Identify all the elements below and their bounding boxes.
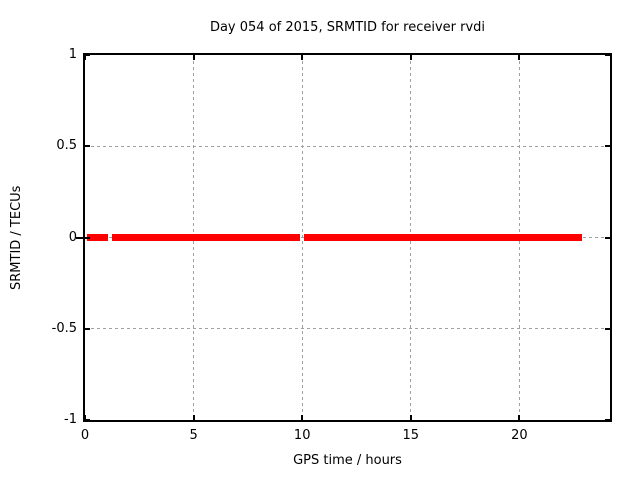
data-segment <box>86 234 109 241</box>
y-gridline <box>85 328 610 330</box>
x-tick <box>518 415 521 420</box>
zero-tick-mark <box>76 236 83 239</box>
data-segment <box>111 234 301 241</box>
y-tick <box>85 54 90 56</box>
y-tick-label: -0.5 <box>51 320 77 336</box>
x-tick <box>409 55 412 60</box>
x-tick-label: 0 <box>80 428 90 443</box>
y-tick <box>85 419 90 421</box>
x-tick <box>301 415 304 420</box>
y-tick <box>85 236 90 239</box>
y-tick <box>605 327 610 330</box>
x-tick <box>192 415 195 420</box>
y-tick <box>85 145 90 148</box>
x-tick <box>192 55 195 60</box>
x-tick <box>84 415 86 420</box>
y-gridline <box>85 145 610 147</box>
x-tick <box>518 55 521 60</box>
x-tick <box>301 55 304 60</box>
data-segment <box>303 234 582 241</box>
y-tick <box>605 54 610 56</box>
y-tick <box>605 145 610 148</box>
y-tick <box>605 419 610 421</box>
y-tick <box>605 236 610 239</box>
y-tick-label: -1 <box>64 412 77 427</box>
x-tick <box>409 415 412 420</box>
x-axis-label: GPS time / hours <box>293 453 402 468</box>
x-tick-label: 10 <box>293 428 311 443</box>
y-tick-label: 0 <box>68 229 77 245</box>
y-tick-label: 0.5 <box>56 138 77 154</box>
x-tick <box>84 55 86 60</box>
chart-title: Day 054 of 2015, SRMTID for receiver rvd… <box>209 20 486 35</box>
plot-area: 0 5 10 15 20 -1 -0.5 0 0.5 1 <box>52 47 612 443</box>
x-tick-label: 15 <box>402 428 420 443</box>
y-tick <box>85 327 90 330</box>
y-tick-label: 1 <box>68 47 77 62</box>
x-tick-label: 20 <box>511 428 528 443</box>
x-tick-label: 5 <box>189 428 198 443</box>
